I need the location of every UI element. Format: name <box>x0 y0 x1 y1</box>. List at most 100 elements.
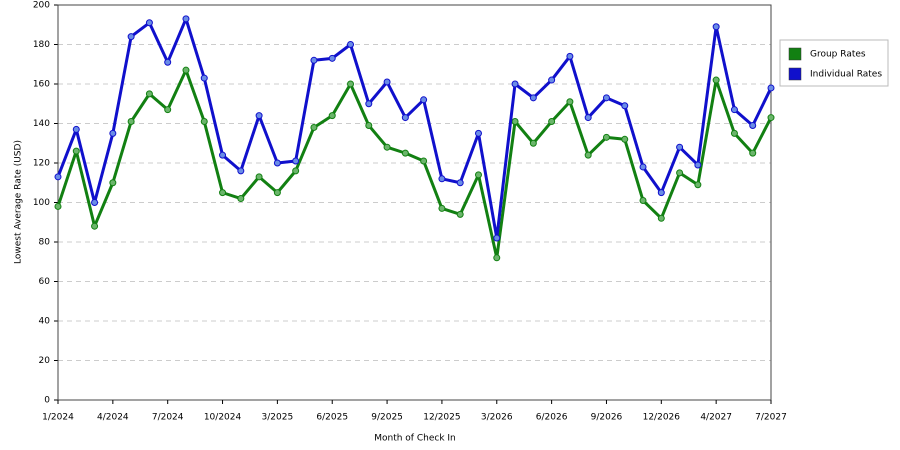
data-point <box>182 15 190 23</box>
data-point <box>602 94 610 102</box>
x-tick-label: 7/2024 <box>152 413 184 423</box>
data-point <box>127 33 135 41</box>
x-tick-label: 4/2024 <box>97 413 129 423</box>
y-tick-label: 20 <box>39 356 51 366</box>
data-point <box>712 23 720 31</box>
data-point <box>493 234 501 242</box>
data-point <box>383 78 391 86</box>
data-point <box>694 181 702 189</box>
data-point <box>91 199 99 206</box>
data-point <box>566 98 574 106</box>
data-point <box>328 54 336 62</box>
data-point <box>584 151 592 159</box>
x-tick-label: 6/2025 <box>316 413 348 423</box>
data-point <box>365 100 373 108</box>
data-point <box>54 173 62 181</box>
data-point <box>237 167 245 175</box>
data-point <box>639 163 647 171</box>
data-point <box>164 58 172 66</box>
y-tick-label: 180 <box>33 40 50 50</box>
data-point <box>72 147 80 155</box>
data-point <box>219 151 227 159</box>
x-tick-label: 7/2027 <box>755 413 787 423</box>
data-point <box>548 118 556 126</box>
data-point <box>420 96 428 104</box>
y-tick-label: 60 <box>39 277 51 287</box>
data-point <box>474 171 482 179</box>
data-point <box>730 106 738 114</box>
x-tick-label: 6/2026 <box>536 413 568 423</box>
data-point <box>273 159 281 167</box>
x-tick-label: 3/2025 <box>262 413 294 423</box>
data-point <box>767 84 775 92</box>
x-tick-label: 3/2026 <box>481 413 513 423</box>
data-point <box>456 210 464 218</box>
data-point <box>639 197 647 205</box>
data-point <box>474 129 482 137</box>
data-point <box>164 106 172 114</box>
x-tick-label: 9/2025 <box>371 413 403 423</box>
data-point <box>109 179 117 187</box>
y-tick-label: 200 <box>33 1 50 11</box>
data-point <box>511 118 519 126</box>
data-point <box>401 149 409 157</box>
data-point <box>182 66 190 74</box>
data-point <box>438 175 446 183</box>
data-point <box>657 189 665 197</box>
series-line <box>56 68 773 260</box>
data-point <box>273 189 281 197</box>
y-tick-label: 80 <box>39 238 51 248</box>
data-point <box>676 169 684 177</box>
data-point <box>438 204 446 212</box>
data-point <box>420 157 428 165</box>
y-tick-label: 160 <box>33 80 50 90</box>
data-point <box>219 189 227 197</box>
x-tick-label: 12/2025 <box>423 413 460 423</box>
data-point <box>493 254 501 262</box>
legend-label: Individual Rates <box>810 70 882 80</box>
y-axis-title: Lowest Average Rate (USD) <box>14 140 24 264</box>
data-point <box>767 114 775 122</box>
data-point <box>712 76 720 84</box>
data-point <box>310 123 318 131</box>
y-tick-label: 0 <box>44 396 50 406</box>
data-point <box>529 94 537 102</box>
x-tick-label: 1/2024 <box>42 413 74 423</box>
data-point <box>548 76 556 84</box>
data-point <box>200 118 208 126</box>
data-point <box>328 112 336 120</box>
x-axis-title: Month of Check In <box>374 434 456 444</box>
data-point <box>602 133 610 141</box>
y-tick-label: 100 <box>33 198 50 208</box>
data-point <box>72 125 80 133</box>
data-point <box>127 118 135 126</box>
series-line <box>56 17 773 240</box>
legend-swatch <box>788 47 802 61</box>
data-point <box>145 19 153 27</box>
data-point <box>584 114 592 122</box>
data-point <box>347 80 355 88</box>
legend-label: Group Rates <box>810 50 866 60</box>
data-point <box>401 114 409 122</box>
data-point <box>676 143 684 151</box>
data-point <box>54 202 62 210</box>
data-point <box>657 214 665 222</box>
data-point <box>511 80 519 88</box>
data-point <box>145 90 153 98</box>
data-point <box>200 74 208 82</box>
data-point <box>383 143 391 151</box>
data-point <box>292 167 300 175</box>
legend-swatch <box>788 67 802 81</box>
data-point <box>621 102 629 110</box>
y-tick-label: 40 <box>39 317 51 327</box>
data-point <box>529 139 537 147</box>
data-point <box>237 195 245 203</box>
data-point <box>255 112 263 120</box>
data-point <box>749 121 757 129</box>
data-point <box>456 179 464 187</box>
y-tick-label: 120 <box>33 159 50 169</box>
data-point <box>365 121 373 129</box>
data-point <box>694 161 702 169</box>
